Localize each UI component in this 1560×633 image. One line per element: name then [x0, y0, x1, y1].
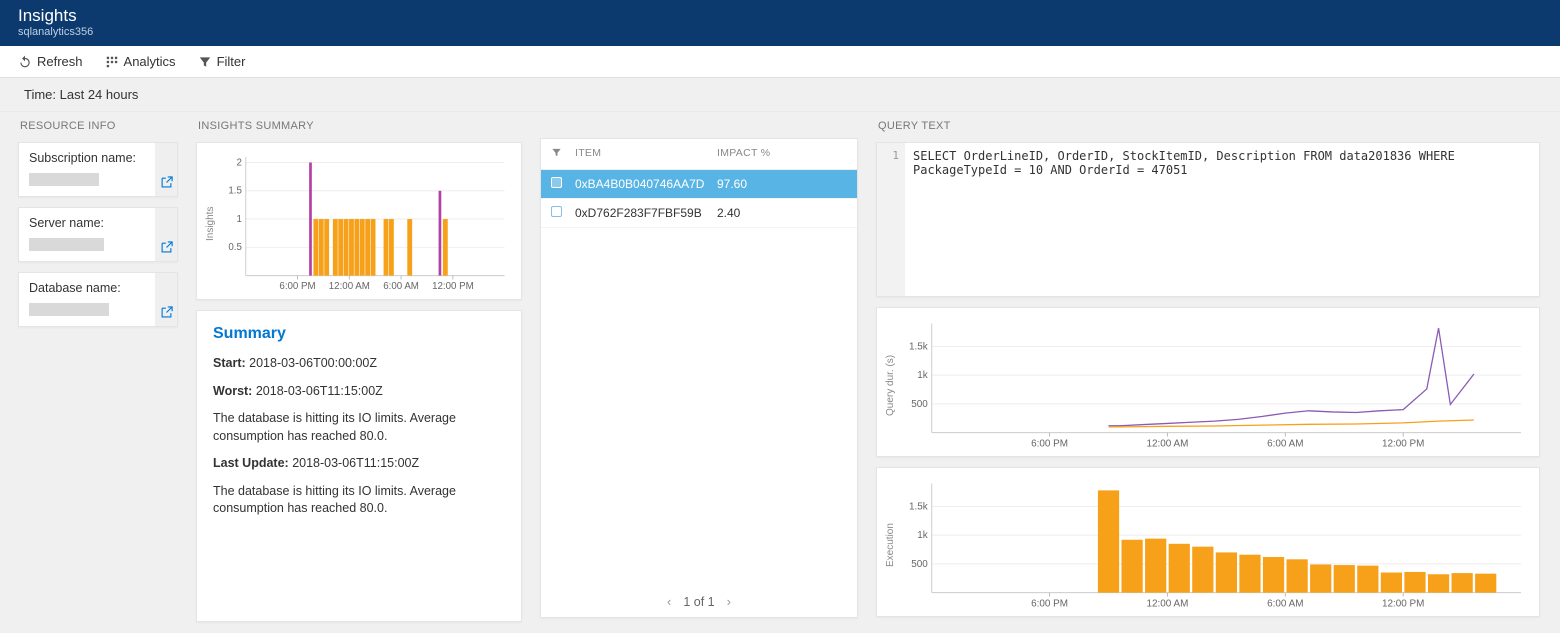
table-row[interactable]: 0xD762F283F7FBF59B 2.40	[541, 199, 857, 228]
resource-info-card: Database name:	[18, 272, 178, 327]
svg-text:1.5k: 1.5k	[909, 501, 928, 512]
summary-worst-label: Worst:	[213, 384, 252, 398]
svg-text:6:00 PM: 6:00 PM	[279, 281, 315, 292]
item-table-card: ITEM IMPACT % 0xBA4B0B040746AA7D 97.60 0…	[540, 138, 858, 618]
svg-text:0.5: 0.5	[228, 242, 242, 253]
summary-start: 2018-03-06T00:00:00Z	[249, 356, 377, 370]
open-external-icon	[159, 240, 174, 255]
resource-info-header: RESOURCE INFO	[18, 118, 178, 132]
row-impact-value: 2.40	[717, 206, 847, 220]
svg-text:1: 1	[236, 214, 241, 225]
item-column-header[interactable]: ITEM	[575, 147, 717, 161]
analytics-icon	[105, 55, 119, 69]
resource-info-card: Subscription name:	[18, 142, 178, 197]
open-external-icon	[159, 175, 174, 190]
filter-label: Filter	[217, 54, 246, 69]
execution-chart-ylabel: Execution	[883, 476, 898, 614]
toolbar: Refresh Analytics Filter	[0, 46, 1560, 78]
open-external-button[interactable]	[155, 208, 177, 261]
svg-text:500: 500	[911, 399, 928, 410]
svg-text:12:00 PM: 12:00 PM	[432, 281, 474, 292]
row-item-value: 0xD762F283F7FBF59B	[575, 206, 717, 220]
query-code: SELECT OrderLineID, OrderID, StockItemID…	[905, 143, 1539, 296]
open-external-button[interactable]	[155, 143, 177, 196]
impact-column-header[interactable]: IMPACT %	[717, 147, 847, 161]
svg-text:6:00 AM: 6:00 AM	[1267, 439, 1303, 450]
refresh-button[interactable]: Refresh	[18, 54, 83, 69]
insights-summary-header: INSIGHTS SUMMARY	[196, 118, 522, 132]
resource-info-card: Server name:	[18, 207, 178, 262]
svg-text:6:00 AM: 6:00 AM	[1267, 599, 1303, 610]
svg-text:1.5: 1.5	[228, 186, 242, 197]
duration-chart: 500 1k 1.5k 6:00 PM 12:00 AM 6:00 AM 12:00 PM	[898, 316, 1529, 454]
pager-text: 1 of 1	[683, 595, 714, 609]
refresh-label: Refresh	[37, 54, 83, 69]
summary-lastupdate: 2018-03-06T11:15:00Z	[292, 456, 419, 470]
resource-info-label: Server name:	[29, 216, 145, 230]
execution-chart: 500 1k 1.5k 6:00 PM 12:00 AM 6:00 AM 12:00 PM	[898, 476, 1529, 614]
pager-next[interactable]: ›	[727, 594, 731, 609]
resource-info-label: Database name:	[29, 281, 145, 295]
filter-icon	[198, 55, 212, 69]
row-icon	[551, 206, 575, 220]
row-icon	[551, 177, 575, 191]
insights-chart-card: Insights 0.5 1 1.5 2 6:00 PM 12:00 AM 6:00 AM 1…	[196, 142, 522, 300]
insights-chart-ylabel: Insights	[203, 151, 218, 297]
query-text-header: QUERY TEXT	[876, 118, 1540, 132]
svg-text:12:00 AM: 12:00 AM	[1147, 599, 1189, 610]
page-title: Insights	[18, 6, 1542, 26]
svg-text:12:00 AM: 12:00 AM	[329, 281, 370, 292]
row-impact-value: 97.60	[717, 177, 847, 191]
duration-chart-card: Query dur. (s) 500 1k 1.5k 6:00 PM 12:00 AM 6…	[876, 307, 1540, 457]
execution-chart-card: Execution 500 1k 1.5k 6:00 PM 12:00 AM 6:00 A…	[876, 467, 1540, 617]
filter-column-icon[interactable]	[551, 147, 575, 161]
svg-text:6:00 PM: 6:00 PM	[1031, 599, 1068, 610]
summary-desc2: The database is hitting its IO limits. A…	[213, 483, 505, 518]
summary-worst: 2018-03-06T11:15:00Z	[256, 384, 383, 398]
resource-info-value-placeholder	[29, 238, 104, 251]
analytics-button[interactable]: Analytics	[105, 54, 176, 69]
duration-chart-ylabel: Query dur. (s)	[883, 316, 898, 454]
resource-info-label: Subscription name:	[29, 151, 145, 165]
resource-info-value-placeholder	[29, 173, 99, 186]
item-table-header: ITEM IMPACT %	[541, 139, 857, 170]
svg-text:1k: 1k	[917, 530, 928, 541]
open-external-button[interactable]	[155, 273, 177, 326]
svg-text:500: 500	[911, 559, 928, 570]
pager-prev[interactable]: ‹	[667, 594, 671, 609]
svg-text:6:00 AM: 6:00 AM	[383, 281, 419, 292]
refresh-icon	[18, 55, 32, 69]
summary-desc1: The database is hitting its IO limits. A…	[213, 410, 505, 445]
open-external-icon	[159, 305, 174, 320]
svg-text:12:00 AM: 12:00 AM	[1147, 439, 1189, 450]
page-subtitle: sqlanalytics356	[18, 26, 1542, 38]
page-header: Insights sqlanalytics356	[0, 0, 1560, 46]
insights-chart: 0.5 1 1.5 2 6:00 PM 12:00 AM 6:00 AM 12:00 PM	[218, 151, 511, 297]
row-item-value: 0xBA4B0B040746AA7D	[575, 177, 717, 191]
svg-text:2: 2	[236, 157, 241, 168]
summary-title: Summary	[213, 325, 505, 343]
resource-info-value-placeholder	[29, 303, 109, 316]
svg-text:6:00 PM: 6:00 PM	[1031, 439, 1068, 450]
summary-start-label: Start:	[213, 356, 246, 370]
table-row[interactable]: 0xBA4B0B040746AA7D 97.60	[541, 170, 857, 199]
svg-text:12:00 PM: 12:00 PM	[1382, 439, 1424, 450]
pager: ‹ 1 of 1 ›	[541, 586, 857, 617]
time-range-bar[interactable]: Time: Last 24 hours	[0, 78, 1560, 112]
summary-lastupdate-label: Last Update:	[213, 456, 289, 470]
filter-button[interactable]: Filter	[198, 54, 246, 69]
query-line-gutter: 1	[877, 143, 905, 296]
summary-card: Summary Start: 2018-03-06T00:00:00Z Wors…	[196, 310, 522, 622]
svg-text:12:00 PM: 12:00 PM	[1382, 599, 1424, 610]
query-text-card: 1 SELECT OrderLineID, OrderID, StockItem…	[876, 142, 1540, 297]
svg-text:1k: 1k	[917, 370, 928, 381]
svg-text:1.5k: 1.5k	[909, 341, 928, 352]
analytics-label: Analytics	[124, 54, 176, 69]
